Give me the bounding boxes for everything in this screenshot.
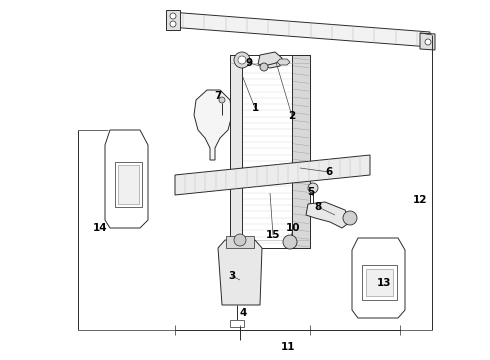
Polygon shape <box>218 240 262 305</box>
Polygon shape <box>292 55 310 248</box>
Polygon shape <box>258 52 282 68</box>
Text: 3: 3 <box>228 271 236 281</box>
Text: 4: 4 <box>239 308 246 318</box>
Circle shape <box>170 13 176 19</box>
Text: 7: 7 <box>214 91 221 101</box>
Polygon shape <box>230 55 242 248</box>
Text: 14: 14 <box>93 223 107 233</box>
Polygon shape <box>194 90 232 160</box>
Text: 5: 5 <box>307 187 315 197</box>
Text: 1: 1 <box>251 103 259 113</box>
Polygon shape <box>277 59 290 65</box>
Text: 11: 11 <box>281 342 295 352</box>
Circle shape <box>308 183 318 193</box>
Text: 9: 9 <box>245 58 252 68</box>
Text: 2: 2 <box>289 111 295 121</box>
Bar <box>118 165 139 204</box>
Circle shape <box>343 211 357 225</box>
Bar <box>366 269 393 296</box>
Polygon shape <box>170 12 430 47</box>
Text: 8: 8 <box>315 202 321 212</box>
Text: 6: 6 <box>325 167 333 177</box>
Polygon shape <box>306 202 350 228</box>
Circle shape <box>219 97 225 103</box>
Bar <box>230 55 310 248</box>
Text: 13: 13 <box>377 278 391 288</box>
Bar <box>115 162 142 207</box>
Circle shape <box>283 235 297 249</box>
Polygon shape <box>175 155 370 195</box>
Polygon shape <box>105 130 148 228</box>
Bar <box>230 320 244 327</box>
Polygon shape <box>166 10 180 30</box>
Circle shape <box>170 21 176 27</box>
Bar <box>362 265 397 300</box>
Text: 12: 12 <box>413 195 427 205</box>
Text: 10: 10 <box>286 223 300 233</box>
Circle shape <box>234 234 246 246</box>
Bar <box>226 236 254 248</box>
Circle shape <box>425 39 431 45</box>
Circle shape <box>238 56 246 64</box>
Polygon shape <box>420 33 435 50</box>
Polygon shape <box>352 238 405 318</box>
Text: 15: 15 <box>266 230 280 240</box>
Circle shape <box>260 63 268 71</box>
Circle shape <box>234 52 250 68</box>
